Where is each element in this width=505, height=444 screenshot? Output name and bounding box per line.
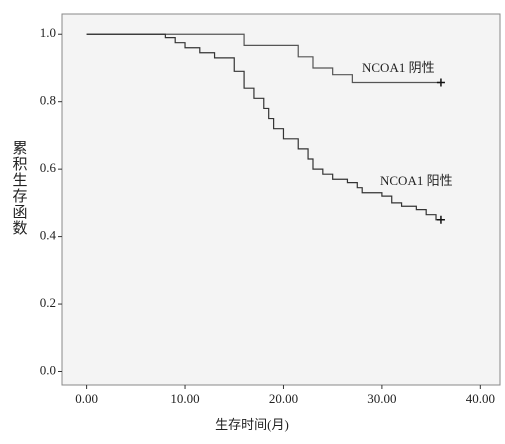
censor-mark bbox=[436, 215, 445, 224]
x-tick-label: 10.00 bbox=[170, 391, 199, 406]
series-label: NCOA1 阴性 bbox=[362, 60, 435, 75]
plot-area bbox=[61, 13, 501, 386]
survival-curve bbox=[86, 33, 441, 84]
y-tick-label: 0.4 bbox=[40, 228, 57, 243]
censor-mark bbox=[436, 78, 445, 87]
y-tick-label: 0.0 bbox=[40, 362, 56, 377]
y-tick-label: 0.2 bbox=[40, 295, 56, 310]
x-tick-label: 40.00 bbox=[466, 391, 495, 406]
x-tick-label: 20.00 bbox=[269, 391, 298, 406]
y-axis-label: 累积生存函数 bbox=[12, 141, 27, 237]
x-tick-label: 30.00 bbox=[367, 391, 396, 406]
survival-curve bbox=[86, 33, 441, 221]
y-tick-label: 0.8 bbox=[40, 93, 56, 108]
series-label: NCOA1 阳性 bbox=[380, 173, 453, 188]
y-tick-label: 1.0 bbox=[40, 25, 56, 40]
y-tick-label: 0.6 bbox=[40, 160, 57, 175]
x-axis-label: 生存时间(月) bbox=[215, 417, 289, 432]
x-tick-label: 0.00 bbox=[75, 391, 98, 406]
